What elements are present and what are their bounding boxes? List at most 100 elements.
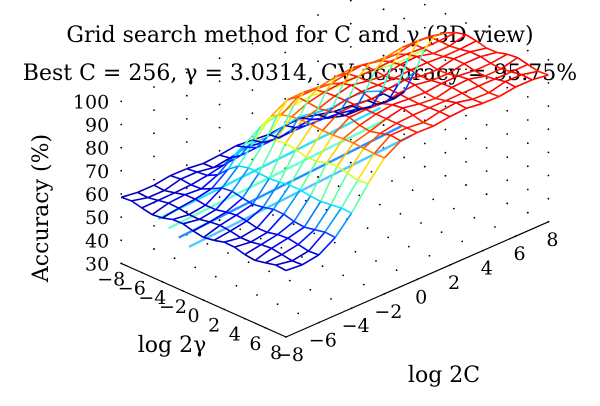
surface-edge-300 [260, 243, 272, 250]
grid-dot-40 [333, 241, 336, 244]
grid-dot-120 [251, 42, 254, 45]
grid-dot-39 [313, 232, 316, 235]
x-tick-label-2: −4 [342, 315, 370, 337]
surface-edge-539 [496, 51, 508, 55]
surface-edge-16 [131, 196, 149, 202]
grid-dot-56 [358, 194, 361, 197]
surface-edge-353 [213, 164, 224, 169]
surface-edge-461 [435, 97, 446, 102]
surface-edge-329 [262, 206, 274, 211]
grid-dot-42 [375, 260, 377, 262]
grid-dot-92 [153, 178, 155, 181]
surface-edge-384 [235, 145, 247, 148]
surface-edge-469 [369, 60, 381, 65]
surface-edge-190 [463, 55, 481, 65]
surface-edge-517 [418, 35, 430, 42]
surface-edge-32 [141, 199, 159, 209]
surface-edge-473 [410, 69, 422, 77]
surface-edge-248 [406, 121, 424, 129]
surface-edge-243 [324, 207, 342, 233]
grid-dot-67 [432, 198, 435, 201]
surface-edge-454 [363, 63, 375, 71]
z-tick-label-3: 70 [85, 161, 109, 183]
surface-edge-173 [436, 58, 455, 71]
x-axis-label: log 2C [408, 363, 480, 388]
surface-edge-278 [182, 223, 194, 232]
surface-edge-459 [414, 84, 426, 94]
surface-edge-396 [359, 124, 371, 132]
surface-edge-360 [285, 142, 297, 151]
surface-edge-286 [265, 262, 276, 266]
y-tick-label-1: 6 [249, 333, 261, 355]
surface-edge-493 [467, 78, 480, 87]
grid-dot-188 [465, 114, 467, 117]
surface-edge-208 [254, 247, 272, 262]
grid-dot-108 [218, 149, 221, 152]
surface-edge-348 [310, 195, 322, 203]
grid-dot-59 [420, 222, 422, 224]
surface-edge-359 [275, 140, 286, 144]
surface-edge-411 [365, 108, 377, 115]
surface-edge-322 [190, 184, 202, 190]
surface-edge-270 [515, 79, 533, 88]
grid-dot-194 [485, 170, 488, 173]
axes: −8−6−4−20246886420−2−4−6−810090807060504… [73, 91, 559, 366]
surface-edge-69 [243, 125, 262, 146]
surface-edge-148 [278, 149, 297, 183]
surface-edge-312 [235, 214, 248, 222]
surface-edge-217 [402, 103, 420, 109]
surface-edge-266 [449, 107, 467, 118]
surface-edge-456 [383, 74, 395, 80]
grid-dot-134 [317, 60, 319, 63]
grid-dot-109 [218, 126, 221, 129]
surface-edge-218 [418, 97, 436, 105]
surface-edge-172 [420, 68, 438, 77]
surface-edge-98 [215, 190, 233, 211]
surface-edge-228 [330, 172, 349, 206]
surface-edge-201 [392, 98, 410, 106]
grid-dot-129 [317, 176, 319, 178]
surface-edge-492 [457, 75, 469, 81]
grid-dot-88 [120, 100, 123, 103]
surface-edge-343 [258, 172, 270, 180]
grid-dot-184 [444, 12, 447, 15]
surface-edge-129 [219, 214, 237, 226]
surface-edge-488 [416, 55, 428, 64]
surface-edge-136 [334, 84, 352, 97]
grid-dot-216 [526, 49, 529, 52]
surface-edge-18 [163, 178, 182, 192]
surface-edge-132 [268, 142, 287, 179]
surface-edge-36 [206, 164, 225, 177]
surface-edge-531 [413, 48, 426, 73]
surface-edge-352 [202, 162, 214, 169]
surface-edge-421 [320, 83, 331, 87]
surface-edge-383 [373, 152, 385, 159]
surface-edge-163 [272, 184, 291, 210]
surface-edge-250 [439, 101, 457, 113]
surface-edge-35 [190, 174, 208, 186]
surface-edge-290 [157, 199, 169, 204]
surface-edge-349 [320, 200, 332, 206]
surface-edge-188 [431, 73, 448, 82]
surface-edge-368 [219, 154, 231, 159]
grid-dot-90 [153, 225, 155, 227]
grid-dot-119 [251, 66, 254, 68]
surface-edge-3 [170, 167, 188, 177]
grid-dot-198 [485, 77, 488, 80]
grid-dot-110 [218, 103, 221, 106]
surface-edge-374 [281, 114, 292, 118]
surface-edge-236 [461, 85, 479, 94]
surface-edge-345 [279, 181, 291, 186]
grid-dot-55 [337, 185, 340, 188]
grid-dot-135 [317, 37, 319, 39]
grid-dot-179 [444, 128, 447, 131]
surface-edge-211 [303, 200, 322, 228]
surface-edge-115 [241, 172, 260, 199]
surface-edge-55 [266, 125, 284, 139]
surface-edge-363 [316, 160, 327, 164]
grid-dot-222 [547, 105, 550, 107]
surface-edge-310 [215, 208, 227, 213]
grid-dot-24 [309, 288, 312, 291]
surface-edge-181 [315, 134, 334, 162]
surface-edge-235 [445, 92, 463, 102]
